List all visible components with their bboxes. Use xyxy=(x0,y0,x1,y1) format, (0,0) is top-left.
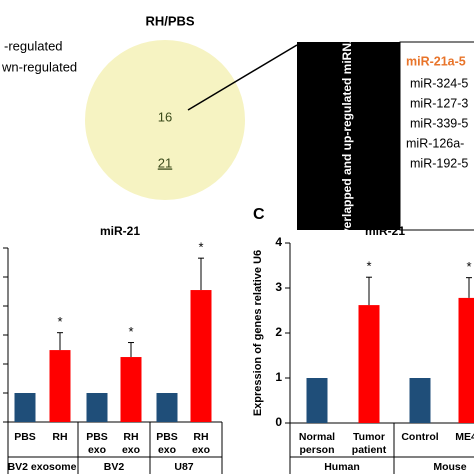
x-tick-label: PBS exo xyxy=(86,431,108,456)
bar xyxy=(120,357,142,422)
mirna-item: miR-192-5 xyxy=(410,156,468,170)
venn-circle xyxy=(85,40,245,200)
y-tick-label: 4 xyxy=(275,235,282,249)
x-tick-label: Tumor patient xyxy=(352,431,387,456)
legend-entry: -regulated xyxy=(4,38,63,53)
connector xyxy=(187,44,298,111)
bar xyxy=(409,378,431,423)
group-label: Human xyxy=(324,461,360,473)
significance: * xyxy=(466,259,471,274)
significance: * xyxy=(198,240,203,255)
chart-title: miR-21 xyxy=(365,224,405,238)
x-tick-label: ME49 xyxy=(455,431,474,443)
legend-entry: wn-regulated xyxy=(1,59,77,74)
x-tick-label: Control xyxy=(401,431,438,443)
mirna-item: miR-126a- xyxy=(406,136,464,150)
label-box xyxy=(297,42,400,230)
mirna-item: miR-127-3 xyxy=(410,96,468,110)
x-tick-label: RH exo xyxy=(122,431,140,456)
venn-count: 21 xyxy=(158,155,172,170)
x-tick-label: Normal person xyxy=(299,431,335,456)
bar xyxy=(14,393,36,422)
venn-count: 16 xyxy=(158,109,172,124)
y-tick-label: 2 xyxy=(275,325,282,339)
x-tick-label: RH exo xyxy=(192,431,210,456)
group-label: Mouse xyxy=(433,461,466,473)
x-tick-label: RH xyxy=(52,431,67,443)
bar xyxy=(306,378,328,423)
y-axis-label: Expression of genes relative U6 xyxy=(252,250,264,416)
bar xyxy=(458,297,474,423)
mirna-item: miR-324-5 xyxy=(410,76,468,90)
group-label: BV2 exosome xyxy=(8,461,77,473)
mirna-item: miR-21a-5 xyxy=(406,54,466,68)
bar xyxy=(156,393,178,422)
mirna-item: miR-339-5 xyxy=(410,116,468,130)
group-label: U87 xyxy=(174,461,193,473)
x-tick-label: PBS exo xyxy=(156,431,178,456)
x-tick-label: PBS xyxy=(14,431,36,443)
significance: * xyxy=(366,259,371,274)
y-tick-label: 3 xyxy=(275,280,282,294)
bar xyxy=(358,305,380,423)
y-tick-label: 1 xyxy=(275,370,282,384)
bar xyxy=(86,393,108,422)
panel-letter: C xyxy=(253,206,265,223)
group-label: BV2 xyxy=(104,461,125,473)
chart-title: miR-21 xyxy=(100,224,140,238)
mirna-list xyxy=(399,41,474,231)
venn-title: RH/PBS xyxy=(145,13,194,28)
box-title: Overlapped and up-regulated miRNAs xyxy=(340,27,354,244)
significance: * xyxy=(57,314,62,329)
significance: * xyxy=(128,324,133,339)
bar xyxy=(49,350,71,422)
bar xyxy=(190,290,212,422)
y-tick-label: 0 xyxy=(275,415,282,429)
